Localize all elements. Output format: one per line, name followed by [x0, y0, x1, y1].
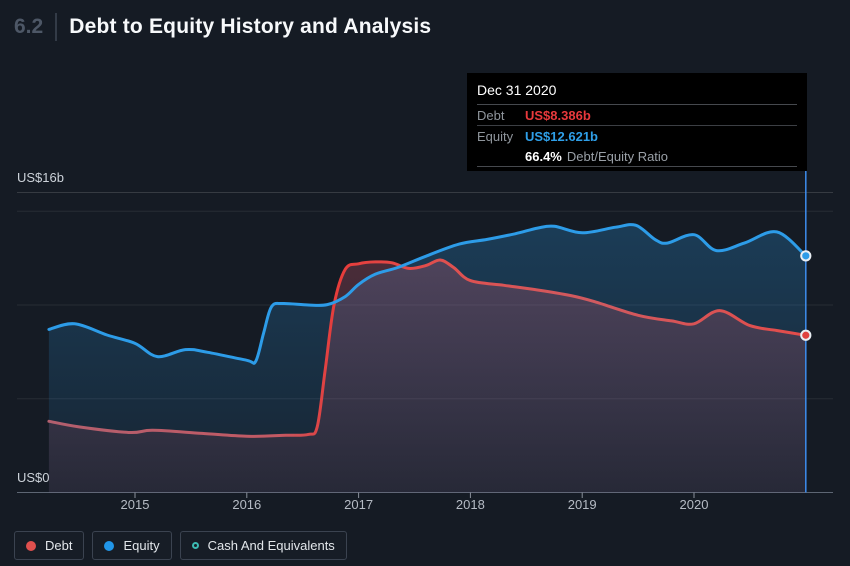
- equity-line: [47, 223, 808, 365]
- equity-series-dot-icon: [104, 540, 115, 551]
- tooltip-ratio-row: 66.4% Debt/Equity Ratio: [477, 146, 797, 167]
- legend-cash-label: Cash And Equivalents: [207, 538, 335, 553]
- tooltip-debt-value: US$8.386b: [525, 107, 591, 123]
- legend-item-debt[interactable]: Debt: [14, 531, 85, 560]
- cash-series-ring-icon: [191, 542, 199, 549]
- debt-area: [48, 259, 806, 493]
- chart-legend: Debt Equity Cash And Equivalents: [14, 531, 347, 560]
- tooltip-date: Dec 31 2020: [477, 79, 797, 105]
- equity-endpoint-marker: [800, 250, 812, 262]
- x-axis-label-2019: 2019: [567, 497, 597, 512]
- legend-item-equity[interactable]: Equity: [92, 531, 172, 560]
- tooltip-ratio-label: Debt/Equity Ratio: [566, 148, 669, 164]
- x-axis-label-2016: 2016: [232, 497, 262, 512]
- tooltip-ratio-value: 66.4%: [525, 148, 562, 164]
- x-axis-label-2018: 2018: [455, 497, 485, 512]
- tooltip-debt-label: Debt: [477, 107, 505, 123]
- y-axis-label-bottom: US$0: [17, 470, 50, 485]
- legend-equity-label: Equity: [123, 538, 160, 553]
- tooltip-equity-label: Equity: [477, 128, 514, 144]
- debt-line: [47, 258, 808, 438]
- tooltip-equity-row: Equity US$12.621b: [477, 126, 797, 146]
- debt-series-dot-icon: [26, 540, 36, 551]
- x-axis-label-2020: 2020: [679, 497, 709, 512]
- chart-tooltip: Dec 31 2020 Debt US$8.386b Equity US$12.…: [467, 73, 807, 171]
- tooltip-equity-value: US$12.621b: [525, 128, 598, 144]
- page-title: Debt to Equity History and Analysis: [69, 15, 432, 38]
- legend-debt-label: Debt: [45, 538, 73, 553]
- debt-endpoint-marker: [800, 329, 812, 341]
- y-axis-label-top: US$16b: [17, 170, 64, 185]
- x-axis-label-2015: 2015: [120, 497, 150, 512]
- section-number: 6.2: [14, 15, 44, 38]
- legend-item-cash-and-equivalents[interactable]: Cash And Equivalents: [179, 531, 347, 560]
- x-axis-label-2017: 2017: [344, 497, 374, 512]
- tooltip-debt-row: Debt US$8.386b: [477, 105, 797, 126]
- header: 6.2 Debt to Equity History and Analysis: [14, 13, 431, 41]
- header-divider: [55, 13, 58, 41]
